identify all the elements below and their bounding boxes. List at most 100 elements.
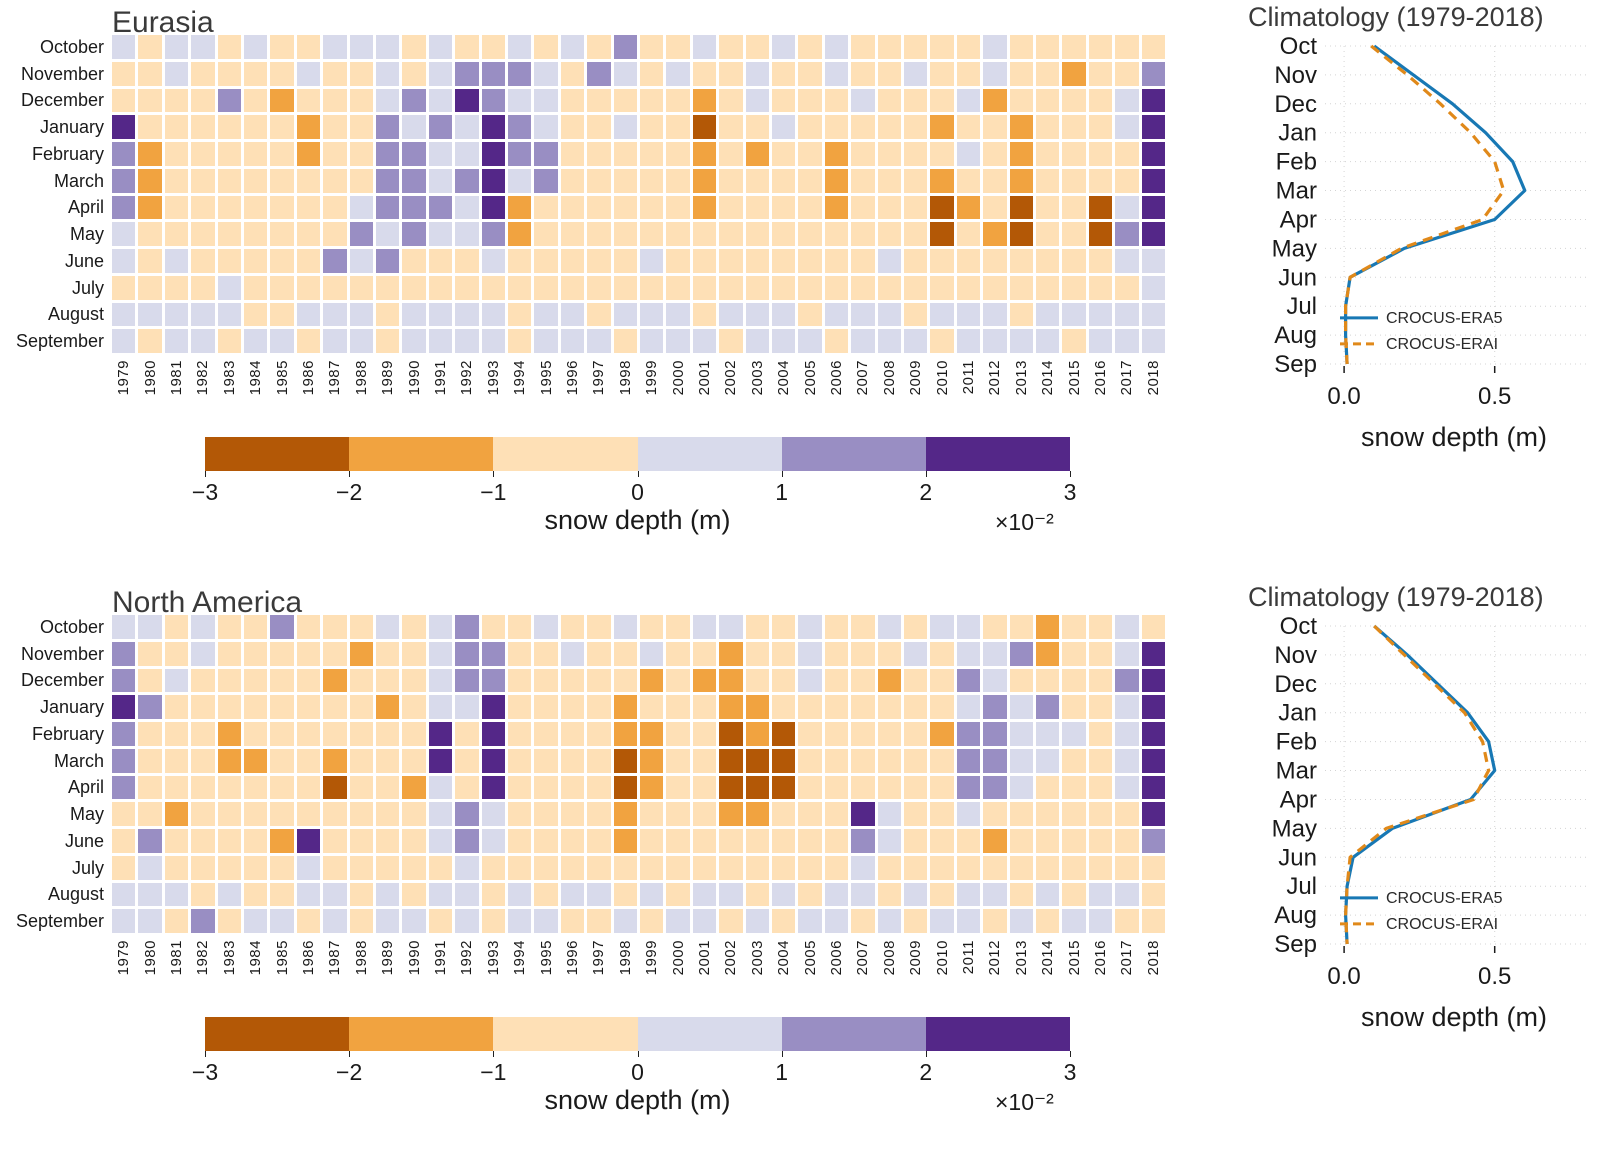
heatmap-cell xyxy=(745,668,769,693)
heatmap-cell xyxy=(903,249,928,273)
heatmap-cell xyxy=(639,142,664,166)
heatmap-cell xyxy=(639,222,664,246)
heatmap-cell xyxy=(613,115,637,139)
heatmap-cell xyxy=(455,909,479,933)
colorbar-segment xyxy=(781,437,926,471)
heatmap-cell xyxy=(323,615,347,639)
heatmap-cell xyxy=(771,275,796,300)
heatmap-cell xyxy=(851,802,875,826)
heatmap-cell xyxy=(191,855,215,880)
clim-xlabel: snow depth (m) xyxy=(1361,1002,1547,1032)
heatmap-cell xyxy=(930,668,954,693)
heatmap-cell xyxy=(771,61,796,86)
heatmap-cell xyxy=(138,275,162,300)
heatmap-cell xyxy=(639,641,664,666)
heatmap-cell xyxy=(877,668,901,693)
clim-month-label: Nov xyxy=(1274,62,1317,89)
heatmap-cell xyxy=(243,882,268,907)
heatmap-cell xyxy=(903,909,928,933)
year-tick-label: 2002 xyxy=(722,940,740,976)
year-tick-label: 1991 xyxy=(431,940,449,976)
heatmap-cell xyxy=(692,802,717,826)
heatmap-cell xyxy=(851,168,875,193)
heatmap-cell xyxy=(1088,249,1113,273)
heatmap-cell xyxy=(534,668,558,693)
heatmap-cell xyxy=(481,222,505,246)
heatmap-cell xyxy=(1141,88,1165,113)
heatmap-cell xyxy=(402,168,426,193)
heatmap-cell xyxy=(534,88,558,113)
heatmap-cell xyxy=(877,855,901,880)
heatmap-cell xyxy=(270,829,294,853)
year-tick-label: 1985 xyxy=(273,360,291,396)
heatmap-cell xyxy=(138,249,162,273)
heatmap-cell xyxy=(217,115,241,139)
heatmap-cell xyxy=(1035,195,1060,220)
heatmap-cell xyxy=(507,855,532,880)
colorbar-segment xyxy=(925,437,1071,471)
heatmap-cell xyxy=(1088,115,1113,139)
heatmap-cell xyxy=(191,829,215,853)
year-tick-label: 2009 xyxy=(907,940,925,976)
heatmap-cell xyxy=(481,695,505,719)
eurasia-panel-title: Eurasia xyxy=(112,6,214,39)
heatmap-cell xyxy=(1088,61,1113,86)
heatmap-cell xyxy=(877,802,901,826)
heatmap-cell xyxy=(534,775,558,800)
heatmap-cell xyxy=(138,882,162,907)
heatmap-cell xyxy=(1009,668,1033,693)
heatmap-cell xyxy=(1009,775,1033,800)
heatmap-cell xyxy=(191,748,215,773)
heatmap-cell xyxy=(455,882,479,907)
colorbar-tick-label: −2 xyxy=(336,1059,363,1085)
heatmap-cell xyxy=(1115,329,1139,353)
heatmap-cell xyxy=(666,222,690,246)
heatmap-cell xyxy=(349,275,373,300)
heatmap-cell xyxy=(323,168,347,193)
heatmap-cell xyxy=(1035,829,1060,853)
heatmap-cell xyxy=(639,168,664,193)
heatmap-cell xyxy=(930,168,954,193)
heatmap-cell xyxy=(666,855,690,880)
heatmap-cell xyxy=(639,722,664,746)
heatmap-cell xyxy=(1141,748,1165,773)
year-tick-label: 1988 xyxy=(352,360,370,396)
heatmap-cell xyxy=(164,168,189,193)
heatmap-cell xyxy=(719,802,743,826)
heatmap-cell xyxy=(666,88,690,113)
year-tick-label: 1998 xyxy=(616,940,634,976)
heatmap-cell xyxy=(639,855,664,880)
heatmap-cell xyxy=(639,329,664,353)
heatmap-cell xyxy=(296,168,321,193)
heatmap-cell xyxy=(191,35,215,59)
heatmap-cell xyxy=(164,302,189,327)
heatmap-cell xyxy=(1035,275,1060,300)
heatmap-cell xyxy=(798,722,822,746)
heatmap-cell xyxy=(851,668,875,693)
heatmap-cell xyxy=(798,35,822,59)
heatmap-cell xyxy=(507,142,532,166)
heatmap-cell xyxy=(402,35,426,59)
heatmap-cell xyxy=(771,775,796,800)
heatmap-cell xyxy=(164,195,189,220)
heatmap-cell xyxy=(428,615,453,639)
heatmap-cell xyxy=(323,829,347,853)
heatmap-cell xyxy=(270,909,294,933)
heatmap-cell xyxy=(534,329,558,353)
heatmap-cell xyxy=(930,748,954,773)
heatmap-cell xyxy=(481,168,505,193)
heatmap-cell xyxy=(771,615,796,639)
heatmap-cell xyxy=(402,668,426,693)
heatmap-cell xyxy=(217,855,241,880)
heatmap-cell xyxy=(877,222,901,246)
heatmap-cell xyxy=(930,329,954,353)
heatmap-cell xyxy=(296,222,321,246)
clim-month-label: Dec xyxy=(1274,671,1317,698)
heatmap-cell xyxy=(1115,695,1139,719)
heatmap-cell xyxy=(164,329,189,353)
heatmap-cell xyxy=(613,142,637,166)
heatmap-cell xyxy=(1141,329,1165,353)
heatmap-cell xyxy=(1115,668,1139,693)
heatmap-cell xyxy=(138,615,162,639)
heatmap-cell xyxy=(112,909,136,933)
